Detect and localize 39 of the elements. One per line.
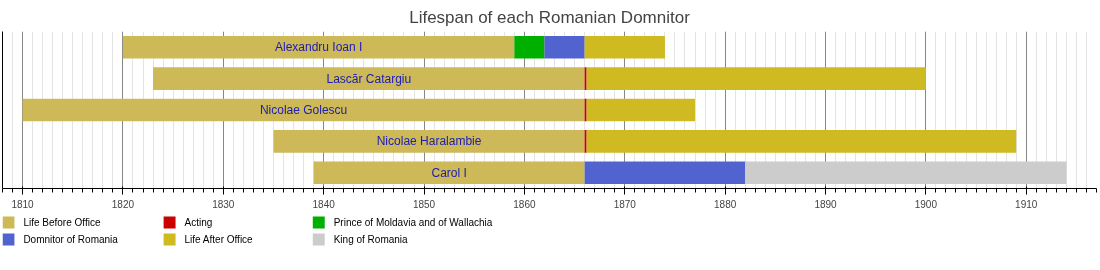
- x-tick-label: 1830: [212, 198, 235, 210]
- y-tick-label: Nicolae Haralambie: [376, 134, 482, 149]
- bar: [273, 130, 585, 153]
- bar: [745, 161, 1067, 185]
- bar: [514, 35, 545, 59]
- x-tick-label: 1890: [814, 198, 838, 210]
- x-tick-label: 1870: [613, 198, 637, 210]
- x-tick-label: 1860: [513, 198, 536, 210]
- legend-label: Acting: [184, 217, 213, 228]
- bar: [584, 98, 587, 122]
- x-tick-label: 1810: [11, 198, 35, 210]
- legend-label: Life After Office: [184, 234, 254, 245]
- legend-label: Prince of Moldavia and of Wallachia: [333, 217, 493, 228]
- x-tick-label: 1850: [412, 198, 436, 210]
- bar: [584, 35, 665, 59]
- bar: [584, 130, 587, 153]
- y-tick-label: Lascăr Catargiu: [326, 71, 412, 86]
- bar: [586, 130, 1017, 153]
- legend-label: Domnitor of Romania: [23, 234, 119, 245]
- x-tick-label: 1840: [312, 198, 336, 210]
- chart-title: Lifespan of each Romanian Domnitor: [409, 7, 691, 27]
- bar: [584, 161, 746, 185]
- bar: [584, 67, 587, 90]
- y-tick-label: Alexandru Ioan I: [274, 40, 363, 55]
- bar: [313, 161, 585, 185]
- x-tick-label: 1880: [714, 198, 737, 210]
- y-tick-label: Nicolae Golescu: [259, 103, 348, 117]
- legend-label: King of Romania: [333, 234, 409, 245]
- bar: [22, 98, 585, 122]
- bar: [586, 67, 926, 90]
- bar: [122, 35, 515, 59]
- y-tick-label: Carol I: [431, 165, 467, 180]
- bar: [544, 35, 585, 59]
- bar: [153, 67, 585, 90]
- legend-label: Life Before Office: [23, 217, 101, 228]
- x-tick-label: 1820: [111, 198, 135, 210]
- x-tick-label: 1910: [1015, 198, 1038, 210]
- x-tick-label: 1900: [914, 198, 938, 210]
- bar: [586, 98, 696, 122]
